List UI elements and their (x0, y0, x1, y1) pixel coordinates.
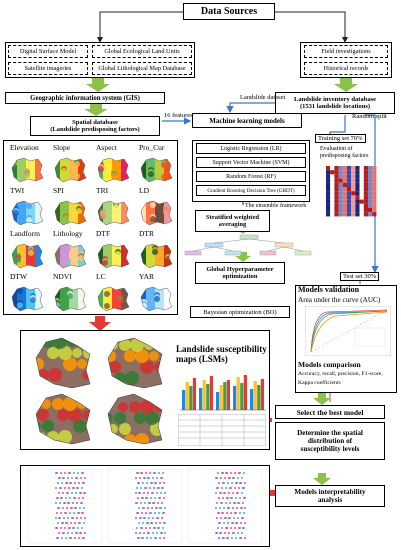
lsm-title: Landslide susceptibility maps (LSMs) (176, 344, 267, 365)
factor-label: YAR (139, 272, 155, 281)
factor-map (54, 286, 87, 312)
factor-label: DTW (10, 272, 28, 281)
lsm-bar-graphic (180, 375, 266, 411)
source-lithology-db: Global Lithological Map Database (92, 62, 192, 75)
lsm-line2: maps (LSMs) (176, 353, 228, 364)
auc-label: Area under the curve (AUC) (298, 296, 381, 304)
factor-label: SPI (53, 186, 64, 195)
factor-label: DTR (139, 229, 154, 238)
hyper-line1: Global Hyperparameter (206, 265, 274, 273)
model-svm: Support Vector Machine (SVM) (196, 157, 306, 168)
factor-map (54, 243, 87, 269)
interpret-line1: Models interpretability (294, 487, 366, 496)
hyper-line2: optimization (222, 273, 258, 280)
inventory-box: Landslide inventory database (1531 lands… (275, 92, 395, 114)
lsm-maps-graphic (35, 337, 163, 445)
spatial-database-box: Spatial database (Landslide predisposing… (30, 116, 160, 136)
factor-label: Elevation (10, 143, 39, 152)
decision-tree-graphic (184, 234, 312, 256)
factor-map (97, 157, 130, 183)
factor-map (140, 243, 173, 269)
factor-label: LC (96, 272, 106, 281)
source-ecological-units: Global Ecological Land Units (92, 45, 192, 58)
lsm-line1: Landslide susceptibility (176, 344, 267, 354)
features-label: 16 features (164, 112, 193, 119)
factor-map (140, 286, 173, 312)
factor-map (97, 243, 130, 269)
ml-models-box: Machine learning models (192, 113, 302, 128)
spatial-db-line1: Spatial database (72, 118, 118, 126)
spatial-dist-line1: Determine the spatial (297, 428, 363, 437)
source-satellite: Satellite imageries (8, 62, 88, 75)
source-historical: Historical records (304, 62, 388, 75)
roc-curve-graphic (305, 306, 391, 356)
stratified-line1: Stratified weighted (206, 213, 259, 221)
spatial-db-line2: (Landslide predisposing factors) (50, 126, 140, 133)
factor-map (97, 286, 130, 312)
source-dsm: Digital Surface Model (8, 45, 88, 58)
inventory-line2: (1531 landslide locations) (299, 103, 371, 110)
inventory-line1: Landslide inventory database (294, 95, 376, 103)
factor-label: Aspect (96, 143, 117, 152)
hyperparameter-box: Global Hyperparameter optimization (195, 262, 285, 284)
bayesian-box: Bayesian optimization (BO) (190, 306, 290, 318)
data-sources-title: Data Sources (183, 3, 275, 20)
training-set-label: Training set 70% (315, 134, 366, 143)
spatial-dist-line2: distribution of (307, 436, 353, 445)
ensemble-label: The ensemble framework (245, 203, 307, 209)
factor-label: LD (139, 186, 149, 195)
factor-label: Lithology (53, 229, 83, 238)
factor-label: DTF (96, 229, 111, 238)
model-gbdt: Gradient Boosting Decision Tree (GBDT) (196, 185, 306, 196)
evaluation-line2: predisposing factors (320, 152, 369, 159)
test-set-label: Test set 30% (340, 272, 380, 281)
factor-label: TWI (10, 186, 25, 195)
factor-map (11, 200, 44, 226)
spatial-distribution-box: Determine the spatial distribution of su… (275, 422, 385, 460)
factor-label: Pro_Cur (139, 143, 165, 152)
comparison-line1: Accuracy, recall, precision, F1-score, (298, 371, 383, 377)
gis-box: Geographic information system (GIS) (5, 92, 165, 104)
comparison-line2: Kappa coefficients (298, 380, 341, 386)
factor-map (54, 157, 87, 183)
source-field: Field investigations (304, 45, 388, 58)
factor-label: Slope (53, 143, 71, 152)
interpret-line2: analysis (317, 496, 343, 504)
factors-panel: Elevation Slope Aspect Pro_Cur TWI SPI TRI LD La… (3, 140, 178, 315)
factor-map (97, 200, 130, 226)
best-model-box: Select the best model (275, 405, 385, 419)
correlation-heatmap (326, 166, 377, 217)
factor-map (140, 200, 173, 226)
lsm-table-graphic (178, 414, 266, 446)
landslide-dataset-label: Landslide dataset (240, 94, 286, 101)
model-rf: Random Forest (RF) (196, 171, 306, 182)
random-split-label: Random split (352, 113, 387, 120)
interpretability-box: Models interpretability analysis (275, 485, 385, 507)
model-lr: Logistic Regression (LR) (196, 143, 306, 154)
stratified-line2: averaging (218, 221, 247, 228)
evaluation-label: Evaluation of predisposing factors (320, 146, 369, 159)
factor-map (54, 200, 87, 226)
factor-label: NDVI (53, 272, 72, 281)
stratified-box: Stratified weighted averaging (195, 210, 270, 232)
spatial-dist-line3: susceptibility levels (300, 445, 360, 454)
factor-map (11, 157, 44, 183)
shap-plots-graphic (27, 468, 263, 544)
validation-title: Models validation (298, 285, 360, 294)
evaluation-line1: Evaluation of (320, 146, 353, 152)
factor-label: TRI (96, 186, 109, 195)
factor-label: Landform (10, 229, 40, 238)
comparison-title: Models comparison (298, 360, 361, 369)
factor-map (11, 286, 44, 312)
factor-map (140, 157, 173, 183)
factor-map (11, 243, 44, 269)
